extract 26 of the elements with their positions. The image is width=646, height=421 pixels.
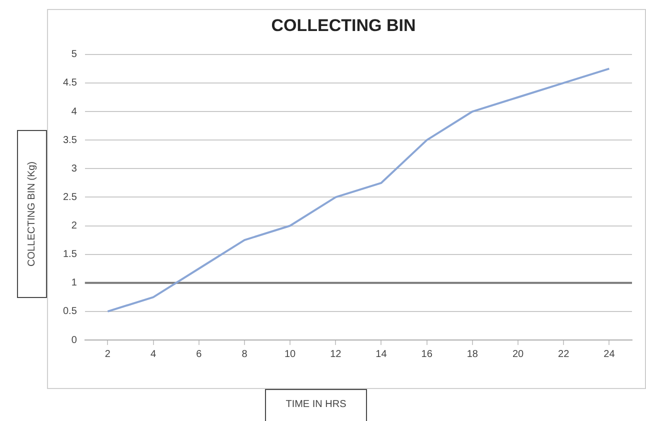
x-tick-label: 4 [150, 348, 157, 360]
y-tick-label: 2 [71, 220, 78, 232]
y-tick-label: 1.5 [62, 249, 78, 260]
y-tick-label: 0.5 [62, 306, 78, 318]
x-tick-label: 6 [196, 348, 202, 360]
x-tick-label: 24 [604, 348, 616, 360]
chart-title: COLLECTING BIN [271, 16, 416, 35]
y-tick-label: 4 [71, 106, 78, 118]
x-tick-label: 2 [104, 348, 111, 360]
x-tick-label: 18 [466, 348, 478, 360]
y-tick-label: 3 [71, 163, 78, 174]
y-tick-label: 3.5 [62, 134, 78, 146]
x-tick-label: 8 [242, 348, 248, 360]
y-axis-title: COLLECTING BIN (Kg) [26, 161, 38, 267]
y-tick-label: 5 [71, 49, 78, 60]
x-tick-label: 16 [421, 348, 433, 360]
y-tick-label: 1 [71, 278, 78, 289]
x-axis-title: TIME IN HRS [265, 389, 367, 421]
x-tick-label: 22 [558, 348, 570, 360]
y-tick-label: 0 [71, 334, 78, 346]
x-tick-label: 20 [512, 348, 524, 360]
y-tick-label: 4.5 [62, 78, 78, 89]
y-tick-label: 2.5 [62, 192, 78, 203]
x-tick-label: 14 [376, 348, 388, 360]
x-tick-label: 12 [330, 348, 342, 360]
x-tick-label: 10 [284, 348, 296, 360]
